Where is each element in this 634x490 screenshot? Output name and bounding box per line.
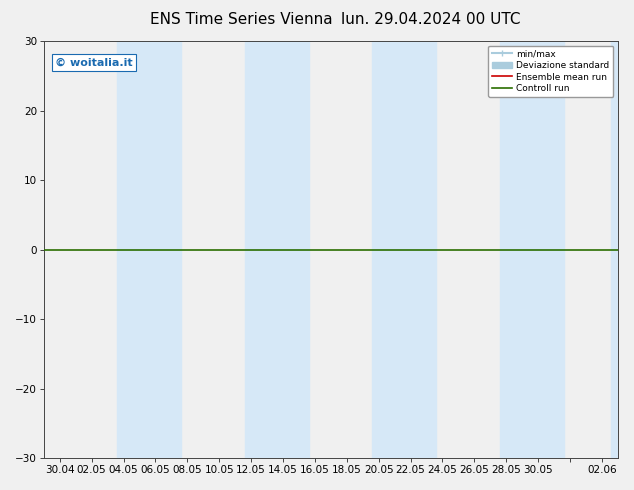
Bar [372, 41, 436, 458]
Bar [500, 41, 564, 458]
Bar [117, 41, 181, 458]
Bar [611, 41, 634, 458]
Bar [245, 41, 309, 458]
Legend: min/max, Deviazione standard, Ensemble mean run, Controll run: min/max, Deviazione standard, Ensemble m… [488, 46, 613, 97]
Text: ENS Time Series Vienna: ENS Time Series Vienna [150, 12, 332, 27]
Text: lun. 29.04.2024 00 UTC: lun. 29.04.2024 00 UTC [341, 12, 521, 27]
Text: © woitalia.it: © woitalia.it [55, 58, 133, 68]
